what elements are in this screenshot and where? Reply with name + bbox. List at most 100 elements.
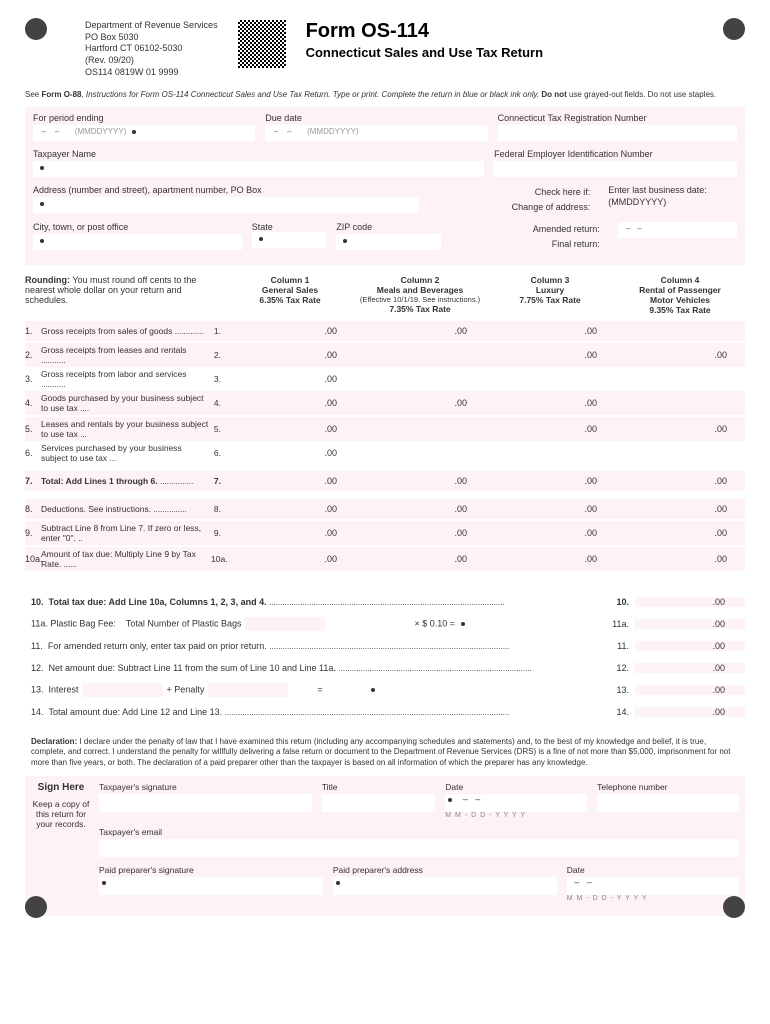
penalty-input[interactable] (208, 683, 288, 697)
cell-c1[interactable]: .00 (225, 448, 355, 458)
instr-donot: Do not (541, 90, 566, 99)
tel-input[interactable] (597, 794, 739, 812)
cell-c4[interactable]: .00 (615, 554, 745, 564)
declaration: Declaration: I declare under the penalty… (31, 737, 739, 768)
cell-c1[interactable]: .00 (225, 374, 355, 384)
title-input[interactable] (322, 794, 435, 812)
identification-section: For period ending – – (MMDDYYYY) Due dat… (25, 107, 745, 265)
cell-c2[interactable]: .00 (355, 504, 485, 514)
due-input[interactable]: – – (MMDDYYYY) (265, 125, 487, 141)
lastbiz-input[interactable]: – – (618, 222, 737, 238)
interest-input[interactable] (83, 683, 163, 697)
cell-c1[interactable]: .00 (225, 504, 355, 514)
line-10-amt[interactable]: .00 (635, 597, 745, 607)
zip-label: ZIP code (336, 222, 440, 232)
cell-c3[interactable]: .00 (485, 424, 615, 434)
cell-c1[interactable]: .00 (225, 398, 355, 408)
cell-c2[interactable]: .00 (355, 554, 485, 564)
sign-here-label: Sign Here (31, 782, 91, 793)
cell-c4: . (615, 326, 745, 336)
cell-c1[interactable]: .00 (225, 554, 355, 564)
date-hint: M M - D D - Y Y Y Y (567, 895, 739, 902)
cell-c1[interactable]: .00 (225, 350, 355, 360)
cell-c2[interactable]: .00 (355, 476, 485, 486)
cell-c4[interactable]: .00 (615, 504, 745, 514)
reg-label: Connecticut Tax Registration Number (498, 113, 737, 123)
qr-code-icon (238, 20, 286, 68)
registration-dot (25, 896, 47, 918)
cell-c3[interactable]: .00 (485, 504, 615, 514)
cell-c1[interactable]: .00 (225, 326, 355, 336)
title-block: Form OS-114 Connecticut Sales and Use Ta… (306, 20, 543, 60)
cell-c3: . (485, 374, 615, 384)
cell-c3[interactable]: .00 (485, 554, 615, 564)
cell-c3[interactable]: .00 (485, 350, 615, 360)
line-14-amt[interactable]: .00 (635, 707, 745, 717)
line-desc: Total tax due: Add Line 10a, Columns 1, … (49, 597, 267, 607)
period-input[interactable]: – – (MMDDYYYY) (33, 125, 255, 141)
line-num: 6. (25, 448, 41, 458)
cell-c4[interactable]: .00 (615, 476, 745, 486)
line-l3: 3.Gross receipts from labor and services… (25, 369, 745, 389)
line-num: 14. (31, 707, 44, 717)
zip-input[interactable] (336, 234, 440, 250)
preparer-sig-input[interactable] (99, 877, 323, 895)
line-rnum: 12. (605, 663, 635, 673)
line-10: 10. Total tax due: Add Line 10a, Columns… (25, 591, 745, 613)
cell-c3[interactable]: .00 (485, 326, 615, 336)
taxpayer-input[interactable] (33, 161, 484, 177)
cell-c1[interactable]: .00 (225, 528, 355, 538)
address-input[interactable] (33, 197, 419, 213)
change-label: Change of address: (512, 202, 591, 212)
cell-c1[interactable]: .00 (225, 424, 355, 434)
line-13-amt[interactable]: .00 (635, 685, 745, 695)
state-input[interactable] (252, 232, 327, 248)
taxpayer-label: Taxpayer Name (33, 149, 484, 159)
line-desc: Gross receipts from sales of goods .....… (41, 326, 211, 336)
reg-input[interactable] (498, 125, 737, 141)
taxpayer-sig-label: Taxpayer's signature (99, 782, 312, 792)
line-l5: 5.Leases and rentals by your business su… (25, 417, 745, 441)
preparer-addr-input[interactable] (333, 877, 557, 895)
cell-c4[interactable]: .00 (615, 350, 745, 360)
cell-c4[interactable]: .00 (615, 528, 745, 538)
line-l1: 1.Gross receipts from sales of goods ...… (25, 321, 745, 341)
registration-dot (25, 18, 47, 40)
instr-text: See (25, 90, 41, 99)
line-12-amt[interactable]: .00 (635, 663, 745, 673)
cell-c4: . (615, 448, 745, 458)
line-11-amt[interactable]: .00 (635, 641, 745, 651)
cell-c3[interactable]: .00 (485, 476, 615, 486)
line-desc: For amended return only, enter tax paid … (48, 641, 267, 651)
city-input[interactable] (33, 234, 242, 250)
line-rnum: 14. (605, 707, 635, 717)
line-num: 4. (25, 398, 41, 408)
cell-c2[interactable]: .00 (355, 398, 485, 408)
instr-formref: Form O-88 (41, 90, 81, 99)
cell-c2[interactable]: .00 (355, 326, 485, 336)
cell-c4: . (615, 398, 745, 408)
cell-c3[interactable]: .00 (485, 398, 615, 408)
plastic-bags-input[interactable] (245, 617, 325, 631)
fein-input[interactable] (494, 161, 737, 177)
cell-c4[interactable]: .00 (615, 424, 745, 434)
cell-c1[interactable]: .00 (225, 476, 355, 486)
date-input[interactable]: – – (445, 794, 587, 812)
taxpayer-sig-input[interactable] (99, 794, 312, 812)
cell-c3[interactable]: .00 (485, 528, 615, 538)
cell-c2: . (355, 350, 485, 360)
col2-header: Column 2Meals and Beverages(Effective 10… (355, 275, 485, 315)
cell-c2[interactable]: .00 (355, 528, 485, 538)
form-subtitle: Connecticut Sales and Use Tax Return (306, 45, 543, 60)
email-input[interactable] (99, 839, 739, 857)
date-format: (MMDDYYYY) (75, 127, 127, 136)
line-desc: Subtract Line 8 from Line 7. If zero or … (41, 523, 211, 543)
line-num: 10a. (25, 554, 41, 564)
email-label: Taxpayer's email (99, 827, 739, 837)
line-11a-amt[interactable]: .00 (635, 619, 745, 629)
period-label: For period ending (33, 113, 255, 123)
date-label: Date (567, 865, 739, 875)
line-13: 13. Interest+ Penalty = 13. .00 (25, 679, 745, 701)
preparer-date-input[interactable]: – – (567, 877, 739, 895)
line-desc: Net amount due: Subtract Line 11 from th… (49, 663, 336, 673)
